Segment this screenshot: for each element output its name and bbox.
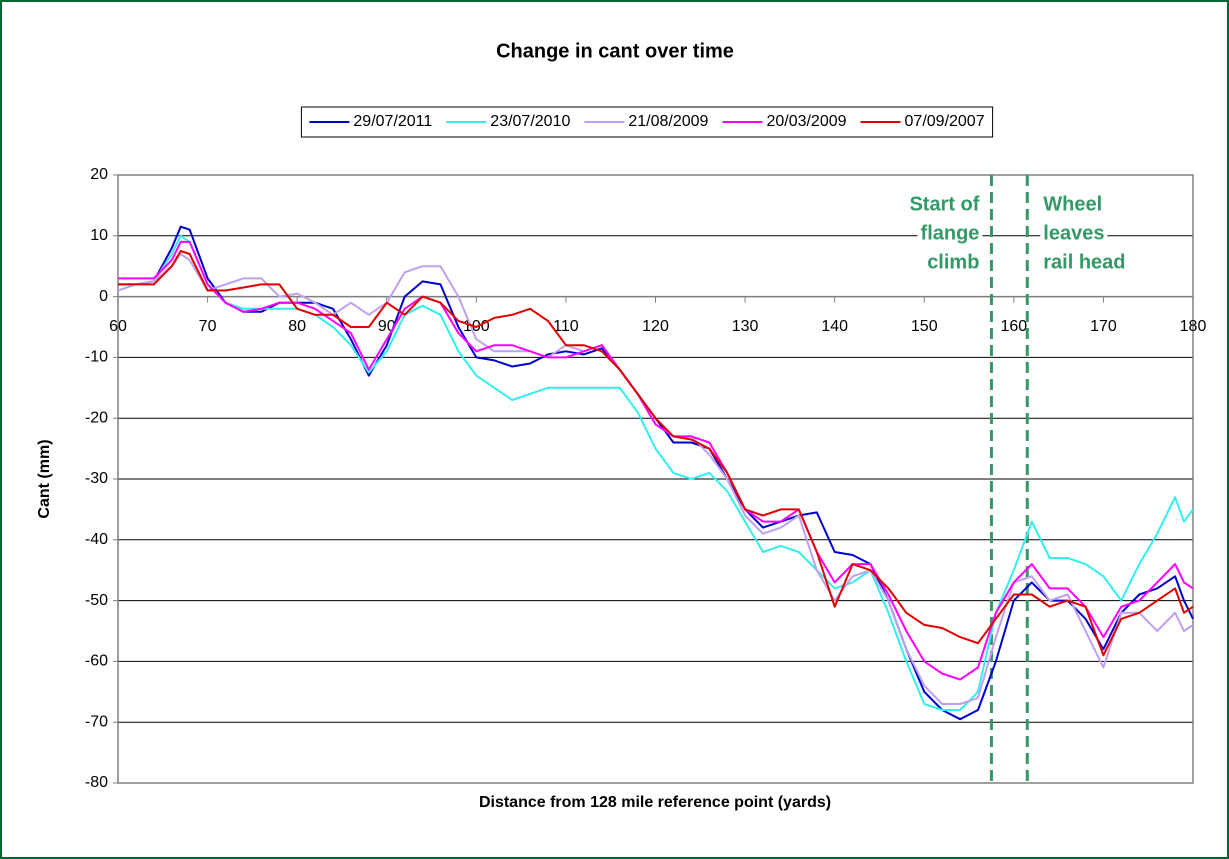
plot-border	[117, 174, 1194, 784]
y-tick-label: -60	[85, 653, 108, 670]
x-tick-label: 170	[1090, 318, 1117, 335]
y-tick-label: -20	[85, 409, 108, 426]
series-line	[118, 234, 1194, 711]
y-tick-label: -70	[85, 713, 108, 730]
annotation: flange	[921, 222, 980, 244]
y-tick-label: -30	[85, 470, 108, 487]
y-tick-label: 20	[90, 166, 108, 183]
annotation-bg	[924, 251, 983, 274]
annotation-bg	[1040, 251, 1129, 274]
x-axis-label: Distance from 128 mile reference point (…	[479, 794, 831, 811]
legend-label: 29/07/2011	[353, 113, 432, 130]
x-tick-label: 80	[288, 318, 306, 335]
y-tick-label: 10	[90, 227, 108, 244]
annotation: Wheel	[1043, 193, 1102, 215]
legend-label: 23/07/2010	[490, 113, 570, 130]
x-tick-label: 150	[911, 318, 938, 335]
x-tick-label: 140	[821, 318, 848, 335]
annotation: leaves	[1043, 222, 1104, 244]
annotation-bg	[917, 222, 983, 245]
x-tick-label: 70	[199, 318, 217, 335]
x-tick-label: 120	[642, 318, 669, 335]
series-line	[118, 250, 1194, 657]
legend-label: 07/09/2007	[905, 113, 985, 130]
legend: 29/07/2011 23/07/2010 21/08/2009 20/03/2009…	[300, 106, 994, 138]
x-tick-label: 110	[553, 318, 579, 335]
chart-title: Change in cant over time	[496, 40, 734, 62]
y-tick-label: 0	[99, 288, 108, 305]
x-tick-label: 60	[109, 318, 127, 335]
y-tick-label: -50	[85, 592, 108, 609]
annotation: rail head	[1043, 251, 1125, 273]
legend-label: 21/08/2009	[628, 113, 708, 130]
x-tick-label: 160	[1000, 318, 1027, 335]
x-tick-label: 130	[732, 318, 759, 335]
series-line	[118, 240, 1194, 681]
y-axis-label: Cant (mm)	[36, 439, 53, 518]
annotation-bg	[906, 193, 983, 216]
annotation: Start of	[909, 193, 979, 215]
legend-label: 20/03/2009	[766, 113, 846, 130]
y-tick-label: -80	[85, 774, 108, 791]
annotation-bg	[1040, 193, 1106, 216]
annotation-bg	[1040, 222, 1108, 245]
y-tick-label: -10	[85, 349, 108, 366]
annotation: climb	[927, 251, 979, 273]
y-tick-label: -40	[85, 531, 108, 548]
x-tick-label: 180	[1180, 318, 1207, 335]
